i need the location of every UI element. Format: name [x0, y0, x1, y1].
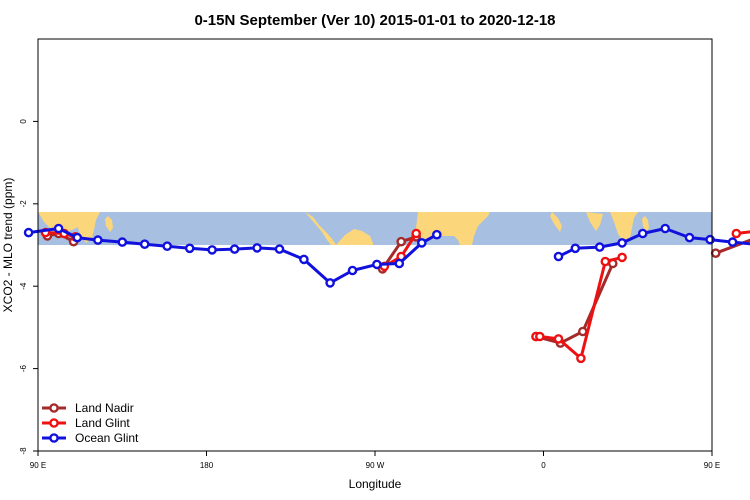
- data-point: [396, 236, 407, 247]
- data-point: [684, 232, 695, 243]
- data-point: [416, 238, 427, 248]
- x-tick-label: 180: [200, 461, 214, 470]
- land-india: [586, 212, 603, 231]
- data-point: [394, 258, 405, 269]
- x-tick-label: 0: [541, 461, 546, 470]
- data-point: [93, 235, 103, 245]
- data-point: [637, 228, 648, 239]
- data-point: [411, 228, 422, 239]
- data-point: [576, 353, 586, 364]
- data-point: [139, 239, 150, 249]
- legend-item: Ocean Glint: [42, 431, 139, 445]
- data-point: [578, 326, 588, 337]
- data-point: [553, 251, 564, 262]
- data-point: [727, 237, 738, 247]
- map-strip: [38, 212, 712, 245]
- land-arabia: [550, 212, 562, 232]
- data-point: [535, 331, 545, 342]
- land-indochina: [72, 212, 100, 243]
- land-indochina-right: [610, 212, 638, 243]
- legend-marker: [49, 433, 59, 443]
- legend-item: Land Glint: [42, 416, 130, 430]
- series-land-glint: [40, 227, 750, 364]
- plot-area: [23, 38, 750, 452]
- data-point: [617, 252, 627, 263]
- y-tick-label: -6: [19, 364, 28, 372]
- series-line: [715, 238, 750, 255]
- y-axis-label: XCO2 - MLO trend (ppm): [1, 178, 15, 313]
- data-point: [570, 243, 581, 254]
- data-point: [660, 223, 671, 234]
- y-tick-label: -8: [19, 447, 28, 455]
- legend-label: Ocean Glint: [75, 431, 139, 445]
- land-central-america: [305, 212, 336, 245]
- data-point: [705, 234, 715, 245]
- land-philippines: [105, 216, 113, 232]
- map-ocean: [38, 212, 712, 245]
- land-south-america: [336, 229, 373, 245]
- y-tick-label: -2: [19, 200, 28, 208]
- data-point: [72, 232, 83, 243]
- series-line: [535, 262, 615, 345]
- data-point: [710, 248, 721, 258]
- data-point: [600, 256, 611, 267]
- x-axis: 90 E 180 90 W 0 90 E: [30, 451, 720, 470]
- data-point: [594, 242, 605, 252]
- data-point: [431, 229, 442, 240]
- data-point: [553, 334, 564, 344]
- x-tick-label: 90 W: [366, 461, 385, 470]
- legend-marker: [49, 403, 59, 413]
- legend-marker: [49, 418, 59, 428]
- data-point: [347, 265, 358, 276]
- series-land-nadir: [42, 228, 750, 348]
- map-land: [38, 212, 649, 245]
- series-ocean-glint: [23, 223, 750, 288]
- series-line: [557, 227, 750, 258]
- data-point: [252, 243, 262, 253]
- y-axis: 0 -2 -4 -6 -8: [19, 119, 38, 455]
- legend-label: Land Glint: [75, 416, 130, 430]
- data-point: [372, 259, 382, 270]
- data-point: [325, 278, 335, 288]
- series-line: [736, 230, 750, 235]
- legend-label: Land Nadir: [75, 401, 134, 415]
- data-point: [117, 237, 128, 247]
- data-point: [162, 241, 172, 251]
- data-point: [617, 238, 627, 248]
- data-point: [184, 243, 195, 254]
- series-layer: [23, 223, 750, 364]
- y-tick-label: 0: [19, 119, 28, 124]
- data-point: [731, 228, 742, 239]
- data-point: [23, 227, 34, 238]
- land-philippines-right: [642, 216, 649, 232]
- legend-item: Land Nadir: [42, 401, 134, 415]
- data-point: [299, 254, 309, 265]
- x-tick-label: 90 E: [704, 461, 720, 470]
- chart-title: 0-15N September (Ver 10) 2015-01-01 to 2…: [194, 12, 555, 29]
- data-point: [229, 244, 240, 254]
- data-point: [207, 245, 217, 255]
- x-axis-label: Longitude: [349, 477, 402, 491]
- data-point: [53, 223, 64, 234]
- x-tick-label: 90 E: [30, 461, 46, 470]
- y-tick-label: -4: [19, 282, 28, 290]
- data-point: [274, 244, 285, 254]
